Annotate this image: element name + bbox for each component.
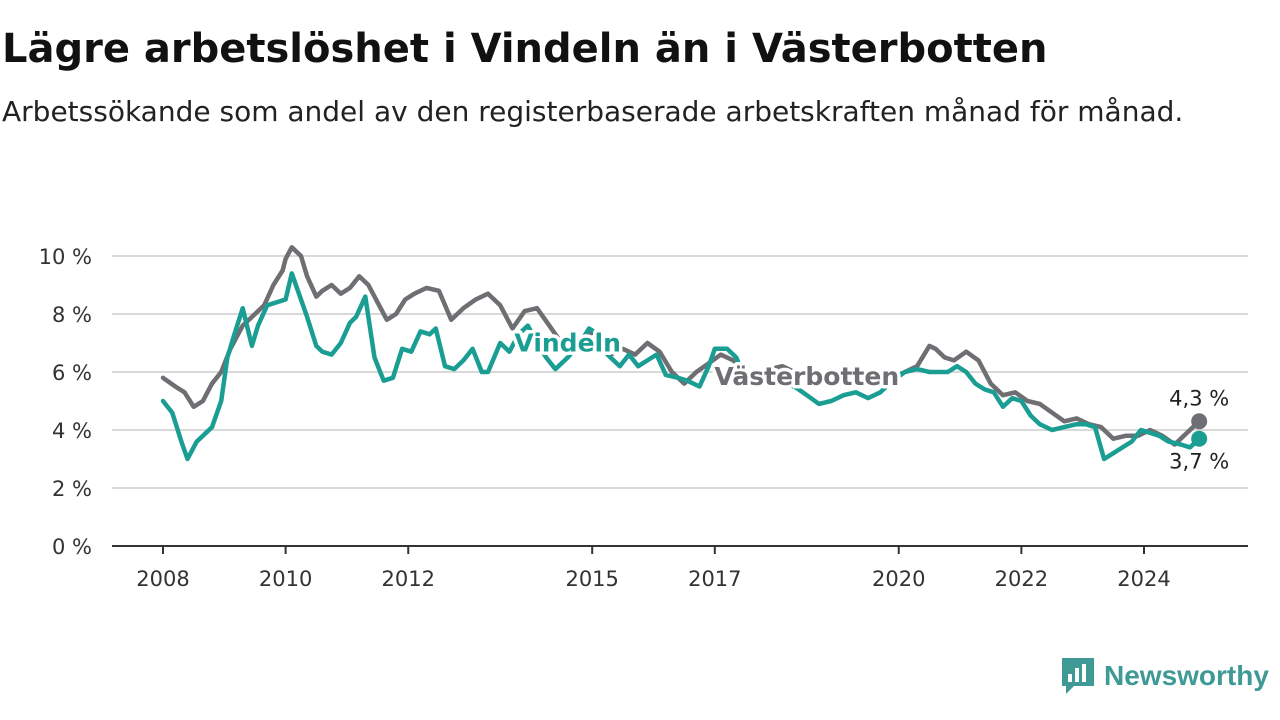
series-labels: Vindeln Västerbotten — [511, 325, 903, 394]
x-tick-label: 2012 — [382, 567, 435, 591]
x-tick-label: 2010 — [259, 567, 312, 591]
series-line-vindeln — [160, 271, 1202, 462]
newsworthy-logo: Newsworthy — [1060, 654, 1269, 698]
brand-name: Newsworthy — [1104, 660, 1269, 691]
chart-subtitle: Arbetssökande som andel av den registerb… — [2, 95, 1184, 128]
end-markers: 4,3 % 3,7 % — [1169, 386, 1229, 473]
y-tick-label: 0 % — [52, 535, 92, 559]
series-line-vasterbotten — [160, 245, 1202, 447]
series-label-vindeln: Vindeln — [514, 329, 621, 358]
chart-title: Lägre arbetslöshet i Vindeln än i Väster… — [2, 26, 1048, 72]
end-label-vasterbotten: 4,3 % — [1169, 386, 1229, 410]
y-tick-label: 4 % — [52, 419, 92, 443]
x-axis — [112, 545, 1248, 554]
series-label-vasterbotten: Västerbotten — [714, 362, 899, 391]
x-tick-label: 2017 — [688, 567, 741, 591]
newsworthy-logo-icon — [1062, 658, 1094, 694]
x-tick-label: 2008 — [136, 567, 189, 591]
y-tick-label: 2 % — [52, 477, 92, 501]
y-tick-label: 8 % — [52, 303, 92, 327]
y-tick-label: 6 % — [52, 361, 92, 385]
x-tick-label: 2020 — [872, 567, 925, 591]
end-marker-vindeln — [1191, 430, 1208, 447]
grid-lines — [112, 255, 1248, 489]
x-tick-labels: 2008 2010 2012 2015 2017 2020 2022 2024 — [136, 567, 1170, 591]
series-lines — [160, 245, 1202, 462]
end-label-vindeln: 3,7 % — [1169, 450, 1229, 474]
x-tick-label: 2015 — [565, 567, 618, 591]
x-tick-label: 2022 — [995, 567, 1048, 591]
end-marker-vasterbotten — [1191, 413, 1208, 430]
y-tick-label: 10 % — [39, 245, 92, 269]
x-tick-label: 2024 — [1117, 567, 1170, 591]
y-tick-labels: 0 % 2 % 4 % 6 % 8 % 10 % — [39, 245, 92, 559]
